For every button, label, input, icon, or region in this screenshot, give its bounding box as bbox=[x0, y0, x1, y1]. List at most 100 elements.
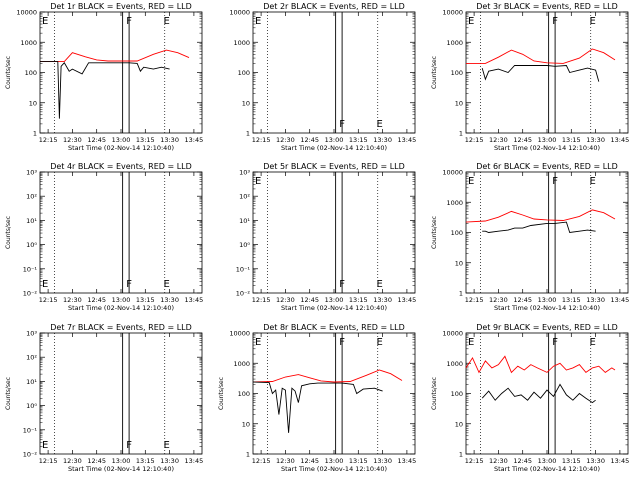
x-tick-label: 13:00 bbox=[112, 296, 131, 304]
y-tick-label: 10⁻¹ bbox=[23, 426, 38, 434]
y-tick-label: 10⁻¹ bbox=[23, 265, 38, 273]
marker-label: E bbox=[590, 337, 596, 348]
marker-label: E bbox=[377, 119, 383, 130]
chart-title: Det 4r BLACK = Events, RED = LLD bbox=[50, 162, 192, 171]
x-tick-label: 12:15 bbox=[465, 296, 484, 304]
x-tick-label: 13:00 bbox=[538, 136, 557, 144]
y-tick-label: 1 bbox=[33, 130, 37, 138]
y-axis-label: Counts/sec bbox=[431, 56, 438, 89]
x-tick-label: 13:00 bbox=[325, 457, 344, 465]
y-tick-label: 1 bbox=[246, 451, 250, 459]
x-axis-label: Start Time (02-Nov-14 12:10:40) bbox=[68, 144, 174, 152]
y-tick-label: 10000 bbox=[442, 169, 463, 177]
x-tick-label: 12:30 bbox=[276, 136, 295, 144]
y-tick-label: 1000 bbox=[20, 39, 37, 47]
x-tick-label: 12:15 bbox=[252, 457, 271, 465]
marker-label: E bbox=[255, 337, 261, 348]
x-tick-label: 13:30 bbox=[373, 296, 392, 304]
y-tick-label: 10² bbox=[26, 354, 37, 362]
x-tick-label: 12:30 bbox=[63, 457, 82, 465]
plot-frame bbox=[39, 11, 203, 134]
x-tick-label: 12:15 bbox=[252, 296, 271, 304]
x-tick-label: 13:00 bbox=[538, 296, 557, 304]
series-events-line bbox=[481, 383, 596, 404]
plot-frame bbox=[39, 332, 203, 455]
marker-label: F bbox=[126, 16, 132, 27]
x-tick-label: 13:30 bbox=[586, 136, 605, 144]
marker-label: E bbox=[42, 16, 48, 27]
x-tick-label: 13:45 bbox=[398, 136, 417, 144]
x-tick-label: 12:45 bbox=[300, 136, 319, 144]
marker-label: E bbox=[377, 279, 383, 290]
x-tick-label: 13:45 bbox=[185, 296, 204, 304]
y-tick-label: 1000 bbox=[446, 199, 463, 207]
x-tick-label: 13:00 bbox=[325, 296, 344, 304]
marker-label: E bbox=[468, 337, 474, 348]
plot-frame bbox=[39, 171, 203, 294]
series-lld-line bbox=[465, 355, 616, 374]
x-tick-label: 13:30 bbox=[160, 457, 179, 465]
x-tick-label: 12:45 bbox=[87, 296, 106, 304]
marker-label: E bbox=[590, 16, 596, 27]
plot-frame bbox=[252, 171, 416, 294]
y-axis-label: Counts/sec bbox=[218, 377, 225, 410]
x-tick-label: 13:45 bbox=[398, 457, 417, 465]
y-tick-label: 10 bbox=[455, 259, 463, 267]
x-tick-label: 12:30 bbox=[63, 296, 82, 304]
marker-label: F bbox=[126, 279, 132, 290]
y-tick-label: 10⁻² bbox=[236, 290, 251, 298]
y-tick-label: 1 bbox=[459, 290, 463, 298]
x-tick-label: 13:15 bbox=[136, 457, 155, 465]
y-tick-label: 10⁰ bbox=[26, 241, 37, 249]
x-tick-label: 13:15 bbox=[349, 457, 368, 465]
chart-title: Det 9r BLACK = Events, RED = LLD bbox=[476, 323, 618, 332]
x-tick-label: 13:45 bbox=[611, 296, 630, 304]
x-tick-label: 13:30 bbox=[373, 457, 392, 465]
chart-title: Det 5r BLACK = Events, RED = LLD bbox=[263, 162, 405, 171]
y-tick-label: 1 bbox=[459, 451, 463, 459]
chart-panel-9: Det 9r BLACK = Events, RED = LLD Counts/s… bbox=[431, 323, 629, 473]
chart-title: Det 2r BLACK = Events, RED = LLD bbox=[263, 2, 405, 11]
y-tick-label: 1000 bbox=[233, 360, 250, 368]
y-tick-label: 100 bbox=[451, 390, 463, 398]
x-tick-label: 12:15 bbox=[39, 136, 58, 144]
y-tick-label: 10 bbox=[455, 99, 463, 107]
x-tick-label: 13:15 bbox=[562, 457, 581, 465]
x-tick-label: 12:30 bbox=[276, 296, 295, 304]
y-tick-label: 10⁻¹ bbox=[236, 265, 251, 273]
marker-label: F bbox=[339, 119, 345, 130]
chart-panel-5: Det 5r BLACK = Events, RED = LLD 12:15 12:… bbox=[236, 162, 417, 312]
x-tick-label: 12:15 bbox=[39, 457, 58, 465]
x-tick-label: 13:30 bbox=[160, 136, 179, 144]
x-tick-label: 12:30 bbox=[489, 457, 508, 465]
y-axis-label: Counts/sec bbox=[431, 377, 438, 410]
chart-panel-2: Det 2r BLACK = Events, RED = LLD 12:15 12:… bbox=[229, 2, 416, 152]
y-tick-label: 10⁰ bbox=[26, 402, 37, 410]
x-tick-label: 13:45 bbox=[611, 136, 630, 144]
marker-label: E bbox=[164, 16, 170, 27]
y-axis-label: Counts/sec bbox=[5, 377, 12, 410]
y-tick-label: 10000 bbox=[442, 330, 463, 338]
chart-panel-1: Det 1r BLACK = Events, RED = LLD Counts/s… bbox=[5, 2, 203, 152]
chart-panel-3: Det 3r BLACK = Events, RED = LLD Counts/s… bbox=[431, 2, 629, 152]
x-axis-label: Start Time (02-Nov-14 12:10:40) bbox=[281, 304, 387, 312]
y-tick-label: 10³ bbox=[26, 330, 37, 338]
y-tick-label: 100 bbox=[238, 390, 250, 398]
series-lld-line bbox=[40, 49, 190, 63]
y-tick-label: 1000 bbox=[233, 39, 250, 47]
marker-label: F bbox=[552, 176, 558, 187]
x-tick-label: 13:00 bbox=[112, 136, 131, 144]
marker-label: E bbox=[42, 279, 48, 290]
marker-label: E bbox=[255, 16, 261, 27]
x-tick-label: 13:15 bbox=[136, 136, 155, 144]
chart-title: Det 1r BLACK = Events, RED = LLD bbox=[50, 2, 192, 11]
y-tick-label: 100 bbox=[451, 229, 463, 237]
plot-frame bbox=[252, 332, 416, 455]
y-axis-label: Counts/sec bbox=[5, 216, 12, 249]
plot-frame bbox=[252, 11, 416, 134]
x-tick-label: 13:00 bbox=[112, 457, 131, 465]
y-tick-label: 100 bbox=[238, 69, 250, 77]
chart-panel-8: Det 8r BLACK = Events, RED = LLD Counts/s… bbox=[218, 323, 416, 473]
y-tick-label: 10000 bbox=[229, 330, 250, 338]
